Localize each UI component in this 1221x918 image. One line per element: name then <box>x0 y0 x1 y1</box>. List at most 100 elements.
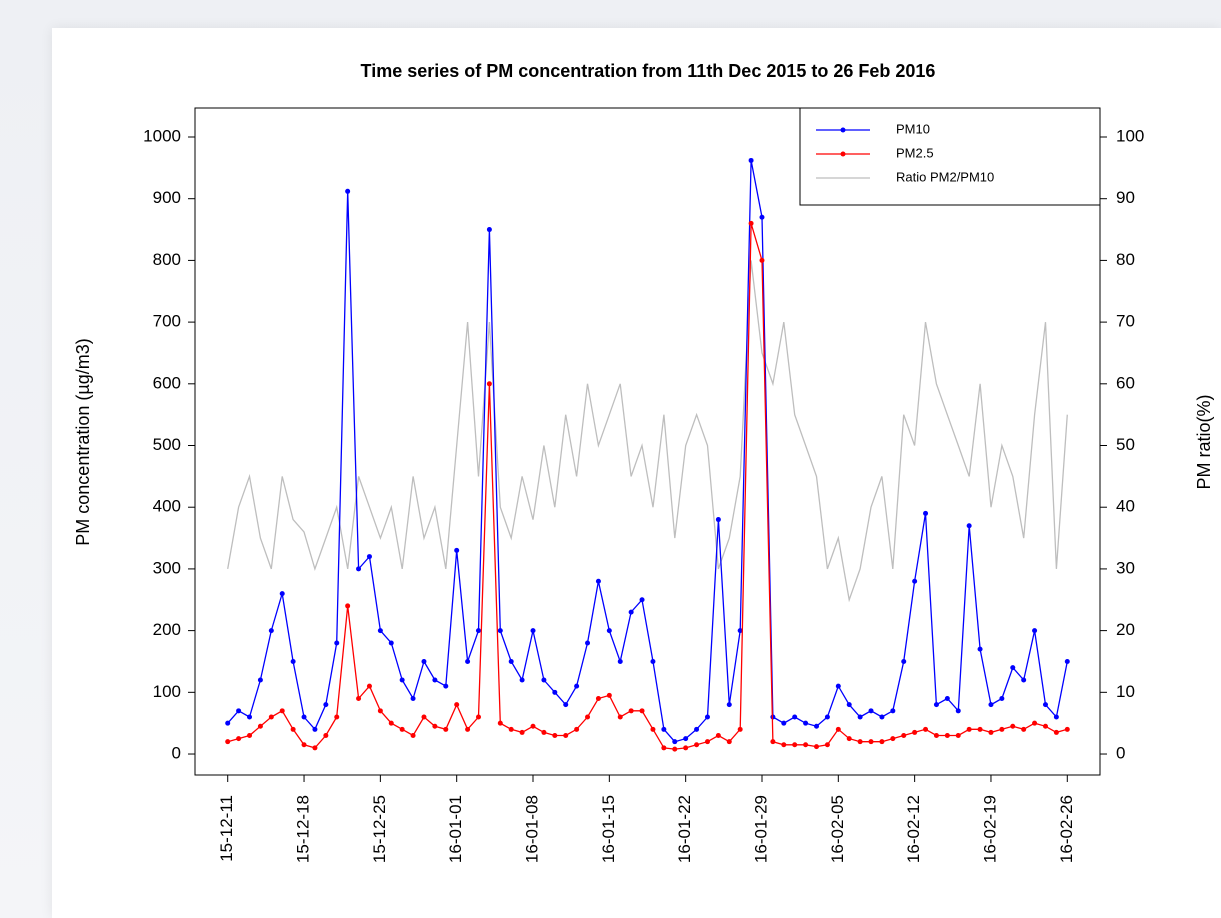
point <box>835 683 841 689</box>
legend-marker <box>840 127 846 133</box>
point <box>890 736 896 742</box>
point <box>1064 726 1070 732</box>
x-tick-label: 16-01-22 <box>675 795 694 863</box>
point <box>508 726 514 732</box>
point <box>334 714 340 720</box>
y2-tick-label: 20 <box>1116 620 1135 639</box>
y2-tick-label: 90 <box>1116 188 1135 207</box>
point <box>454 547 460 553</box>
x-tick-label: 16-01-08 <box>522 795 541 863</box>
point <box>814 744 820 750</box>
point <box>290 726 296 732</box>
point <box>356 695 362 701</box>
point <box>857 714 863 720</box>
y2-tick-label: 0 <box>1116 744 1125 763</box>
point <box>388 720 394 726</box>
point <box>672 739 678 745</box>
point <box>399 726 405 732</box>
point <box>519 729 525 735</box>
legend-label: PM10 <box>896 121 930 136</box>
x-tick-label: 16-02-26 <box>1057 795 1076 863</box>
point <box>912 578 918 584</box>
point <box>606 692 612 698</box>
y2-tick-label: 70 <box>1116 312 1135 331</box>
point <box>475 714 481 720</box>
y2-tick-label: 50 <box>1116 435 1135 454</box>
point <box>857 739 863 745</box>
point <box>225 720 231 726</box>
point <box>541 729 547 735</box>
point <box>563 702 569 708</box>
point <box>585 714 591 720</box>
series-line <box>227 160 1068 743</box>
y-tick-label: 500 <box>153 435 181 454</box>
point <box>868 708 874 714</box>
point <box>421 714 427 720</box>
point <box>890 708 896 714</box>
point <box>737 628 743 634</box>
point <box>683 736 689 742</box>
point <box>846 702 852 708</box>
point <box>617 714 623 720</box>
point <box>999 695 1005 701</box>
point <box>704 739 710 745</box>
point <box>923 510 929 516</box>
point <box>770 739 776 745</box>
point <box>781 720 787 726</box>
point <box>236 736 242 742</box>
point <box>639 597 645 603</box>
point <box>672 746 678 752</box>
point <box>1032 720 1038 726</box>
x-tick-label: 16-02-12 <box>904 795 923 863</box>
point <box>683 745 689 751</box>
point <box>933 733 939 739</box>
series-line <box>227 260 1068 603</box>
point <box>552 733 558 739</box>
point <box>323 702 329 708</box>
point <box>366 554 372 560</box>
point <box>574 726 580 732</box>
point <box>650 726 656 732</box>
legend-label: Ratio PM2/PM10 <box>896 169 994 184</box>
x-tick-label: 16-01-01 <box>446 795 465 863</box>
point <box>268 628 274 634</box>
y-tick-label: 200 <box>153 620 181 639</box>
point <box>901 733 907 739</box>
point <box>901 658 907 664</box>
point <box>595 578 601 584</box>
point <box>748 157 754 163</box>
point <box>268 714 274 720</box>
point <box>803 742 809 748</box>
point <box>694 742 700 748</box>
point <box>1064 658 1070 664</box>
x-tick-label: 16-02-05 <box>828 795 847 863</box>
point <box>661 726 667 732</box>
point <box>443 726 449 732</box>
x-tick-label: 15-12-18 <box>294 795 313 863</box>
point <box>792 714 798 720</box>
y2-tick-label: 100 <box>1116 126 1144 145</box>
y-axis-label: PM concentration (µg/m3) <box>73 338 93 545</box>
chart-title: Time series of PM concentration from 11t… <box>361 61 936 81</box>
y-tick-label: 0 <box>172 744 181 763</box>
point <box>639 708 645 714</box>
point <box>443 683 449 689</box>
legend-marker <box>840 151 846 157</box>
point <box>628 708 634 714</box>
point <box>988 702 994 708</box>
point <box>388 640 394 646</box>
point <box>595 695 601 701</box>
point <box>759 257 765 263</box>
legend-box <box>799 107 1101 206</box>
point <box>715 517 721 523</box>
point <box>356 566 362 572</box>
point <box>824 742 830 748</box>
point <box>410 733 416 739</box>
point <box>530 628 536 634</box>
point <box>661 745 667 751</box>
point <box>879 714 885 720</box>
point <box>1042 723 1048 729</box>
y-tick-label: 800 <box>153 250 181 269</box>
point <box>377 708 383 714</box>
